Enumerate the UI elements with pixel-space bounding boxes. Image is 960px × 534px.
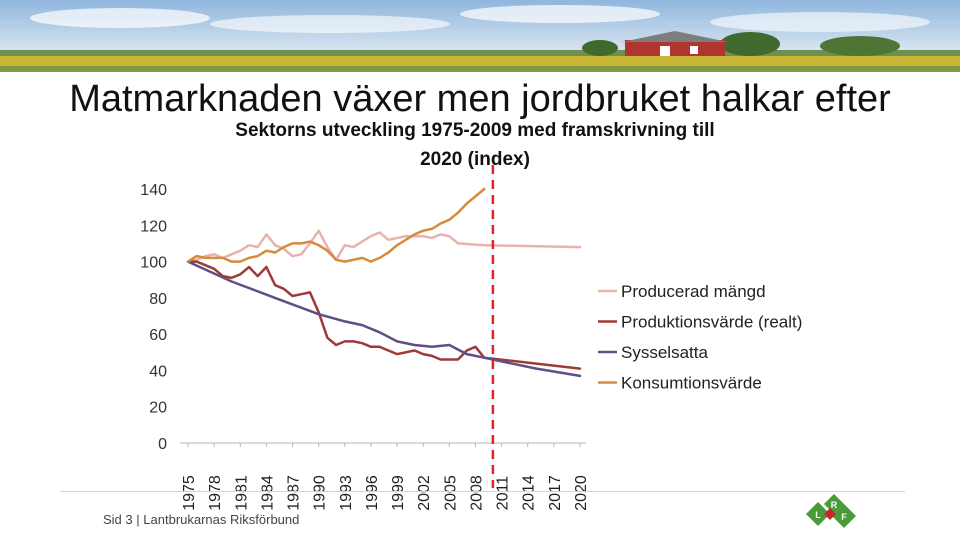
x-tick-label: 1993 bbox=[338, 475, 355, 511]
legend-label: Sysselsatta bbox=[621, 343, 708, 362]
logo-diamond-right bbox=[832, 504, 856, 528]
series-layer bbox=[186, 187, 582, 378]
chart-title-line-2: 2020 (index) bbox=[420, 149, 530, 170]
axis-layer: 0 20 40 60 80 100 120 140 1975 1978 1981 1984 1987 19… bbox=[140, 182, 590, 511]
logo-letter-f: F bbox=[841, 512, 847, 522]
x-tick-label: 2017 bbox=[547, 475, 564, 511]
footer-separator: | bbox=[136, 512, 140, 527]
logo-letter-l: L bbox=[815, 510, 821, 520]
series-line-4 bbox=[186, 187, 486, 263]
x-tick-label: 1978 bbox=[207, 475, 224, 511]
y-tick-label: 0 bbox=[158, 436, 167, 453]
chart-title-line-1: Sektorns utveckling 1975-2009 med framsk… bbox=[235, 120, 715, 141]
slide-number: Sid 3 bbox=[103, 512, 133, 527]
x-tick-label: 1981 bbox=[233, 475, 250, 511]
slide-title: Matmarknaden växer men jordbruket halkar… bbox=[69, 78, 891, 120]
legend: Producerad mängd Produktionsvärde (realt)… bbox=[598, 282, 802, 393]
legend-label: Produktionsvärde (realt) bbox=[621, 313, 802, 332]
logo-diamond-center bbox=[824, 508, 836, 520]
logo-letter-r: R bbox=[831, 500, 838, 510]
x-tick-label: 2014 bbox=[521, 475, 538, 511]
series-line-2 bbox=[186, 260, 582, 370]
x-tick-label: 1996 bbox=[364, 475, 381, 511]
x-tick-label: 1987 bbox=[286, 475, 303, 511]
organization-name: Lantbrukarnas Riksförbund bbox=[143, 512, 300, 527]
y-tick-label: 100 bbox=[140, 255, 167, 272]
footer: Sid 3 | Lantbrukarnas Riksförbund bbox=[103, 512, 299, 527]
y-tick-label: 80 bbox=[149, 291, 167, 308]
y-tick-label: 120 bbox=[140, 218, 167, 235]
x-tick-label: 1975 bbox=[181, 475, 198, 511]
x-tick-label: 1984 bbox=[259, 475, 276, 511]
y-tick-label: 40 bbox=[149, 363, 167, 380]
y-tick-label: 60 bbox=[149, 327, 167, 344]
y-tick-label: 20 bbox=[149, 400, 167, 417]
x-tick-label: 1999 bbox=[390, 475, 407, 511]
x-tick-label: 2008 bbox=[468, 475, 485, 511]
series-line-3 bbox=[186, 260, 582, 378]
lrf-logo: L R F bbox=[806, 494, 856, 528]
series-line-1 bbox=[186, 229, 582, 263]
y-tick-label: 140 bbox=[140, 182, 167, 199]
x-tick-label: 2011 bbox=[495, 476, 512, 511]
x-tick-label: 1990 bbox=[312, 475, 329, 511]
x-tick-label: 2020 bbox=[573, 475, 590, 511]
legend-label: Konsumtionsvärde bbox=[621, 374, 762, 393]
footer-divider bbox=[60, 491, 905, 492]
x-tick-label: 2002 bbox=[416, 475, 433, 511]
logo-diamond-left bbox=[806, 502, 830, 526]
x-tick-label: 2005 bbox=[442, 475, 459, 511]
landscape-banner bbox=[0, 0, 960, 72]
chart-title: Sektorns utveckling 1975-2009 med framsk… bbox=[195, 116, 755, 174]
legend-label: Producerad mängd bbox=[621, 282, 766, 301]
